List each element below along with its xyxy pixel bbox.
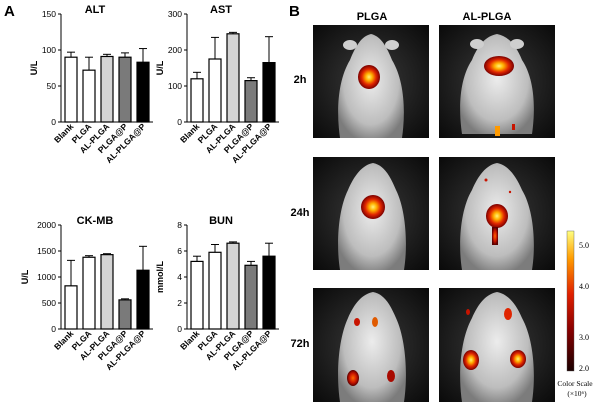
bar-al-plga xyxy=(226,242,240,330)
y-tick-label: 1500 xyxy=(37,246,56,256)
bar-blank xyxy=(64,285,78,330)
image-al-plga-72h xyxy=(439,288,555,402)
chart-title-alt: ALT xyxy=(85,4,106,16)
y-tick-label: 8 xyxy=(177,220,182,230)
colorbar-tick-4: 4.0 xyxy=(579,282,589,291)
chart-title-ast: AST xyxy=(210,4,232,16)
chart-title-bun: BUN xyxy=(209,215,233,227)
y-axis-label: U/L xyxy=(20,269,30,284)
bar-plga xyxy=(208,58,222,123)
bar-blank xyxy=(64,56,78,123)
y-tick-label: 0 xyxy=(51,324,56,334)
panel-b-label: B xyxy=(289,3,300,20)
y-tick-label: 0 xyxy=(51,117,56,127)
y-tick-label: 4 xyxy=(177,272,182,282)
row-label-24h: 24h xyxy=(291,207,310,219)
colorbar-tick-5: 5.0 xyxy=(579,241,589,250)
colorbar-unit: (×10⁶) xyxy=(567,389,587,398)
colorbar xyxy=(566,230,575,372)
column-header-al-plga: AL-PLGA xyxy=(463,11,512,23)
chart-title-ck-mb: CK-MB xyxy=(77,215,114,227)
bar-blank xyxy=(190,78,204,123)
chart-bun: BUN02468mmol/LBlankPLGAAL-PLGAPLGA@PAL-P… xyxy=(155,215,279,372)
y-tick-label: 100 xyxy=(168,81,182,91)
y-tick-label: 500 xyxy=(42,298,56,308)
bar-al-plga-p xyxy=(136,61,150,123)
image-plga-2h xyxy=(313,25,429,138)
bar-al-plga-p xyxy=(262,255,276,330)
chart-ck-mb: CK-MB0500100015002000U/LBlankPLGAAL-PLGA… xyxy=(20,215,153,372)
image-al-plga-2h xyxy=(439,25,555,138)
y-tick-label: 200 xyxy=(168,45,182,55)
colorbar-tick-2: 2.0 xyxy=(579,364,589,373)
y-axis-label: U/L xyxy=(29,60,39,75)
column-header-plga: PLGA xyxy=(357,11,388,23)
y-tick-label: 6 xyxy=(177,246,182,256)
bar-plga-p xyxy=(244,79,258,123)
bar-plga-p xyxy=(244,264,258,330)
bar-plga xyxy=(208,251,222,330)
bar-al-plga-p xyxy=(262,61,276,123)
panel-a-label: A xyxy=(4,3,15,20)
y-tick-label: 100 xyxy=(42,45,56,55)
bar-plga xyxy=(82,256,96,330)
y-tick-label: 150 xyxy=(42,9,56,19)
bar-al-plga xyxy=(226,33,240,123)
y-tick-label: 50 xyxy=(47,81,57,91)
y-tick-label: 300 xyxy=(168,9,182,19)
bar-al-plga xyxy=(100,254,114,330)
bar-plga-p xyxy=(118,299,132,330)
y-tick-label: 1000 xyxy=(37,272,56,282)
bar-al-plga-p xyxy=(136,269,150,330)
y-tick-label: 0 xyxy=(177,324,182,334)
colorbar-tick-3: 3.0 xyxy=(579,333,589,342)
bar-blank xyxy=(190,260,204,330)
image-plga-24h xyxy=(313,157,429,270)
bar-al-plga xyxy=(100,55,114,123)
y-axis-label: U/L xyxy=(155,60,165,75)
bar-plga xyxy=(82,69,96,123)
image-plga-72h xyxy=(313,288,429,402)
row-label-72h: 72h xyxy=(291,338,310,350)
chart-ast: AST0100200300U/LBlankPLGAAL-PLGAPLGA@PAL… xyxy=(155,4,279,165)
y-axis-label: mmol/L xyxy=(155,261,165,294)
y-tick-label: 0 xyxy=(177,117,182,127)
y-tick-label: 2 xyxy=(177,298,182,308)
chart-alt: ALT050100150U/LBlankPLGAAL-PLGAPLGA@PAL-… xyxy=(29,4,153,165)
y-tick-label: 2000 xyxy=(37,220,56,230)
image-al-plga-24h xyxy=(439,157,555,270)
colorbar-title: Color Scale xyxy=(557,379,593,388)
bar-plga-p xyxy=(118,56,132,123)
row-label-2h: 2h xyxy=(294,74,307,86)
